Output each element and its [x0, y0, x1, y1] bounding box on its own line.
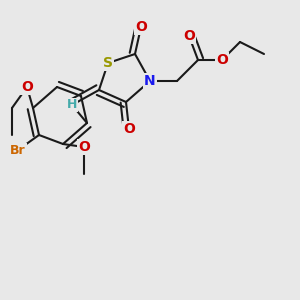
Text: O: O [123, 122, 135, 136]
Text: N: N [144, 74, 156, 88]
Text: Br: Br [10, 143, 26, 157]
Text: O: O [78, 140, 90, 154]
Text: O: O [135, 20, 147, 34]
Text: H: H [67, 98, 77, 112]
Text: O: O [183, 29, 195, 43]
Text: O: O [21, 80, 33, 94]
Text: S: S [103, 56, 113, 70]
Text: O: O [216, 53, 228, 67]
